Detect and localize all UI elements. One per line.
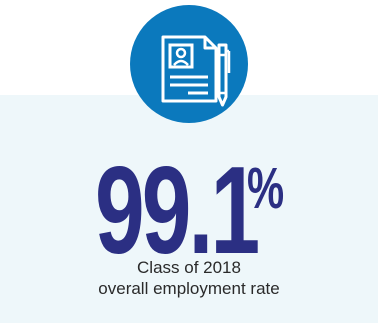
employment-rate-stat: 99.1 % — [0, 142, 378, 280]
resume-document-with-pen-icon — [161, 35, 231, 107]
stat-caption: Class of 2018 overall employment rate — [0, 257, 378, 299]
percent-sign: % — [247, 156, 285, 221]
icon-badge — [130, 5, 248, 123]
background-panel — [0, 95, 378, 323]
caption-line-description: overall employment rate — [98, 279, 280, 298]
employment-rate-value: 99.1 — [95, 142, 260, 280]
caption-line-class: Class of 2018 — [137, 258, 241, 277]
